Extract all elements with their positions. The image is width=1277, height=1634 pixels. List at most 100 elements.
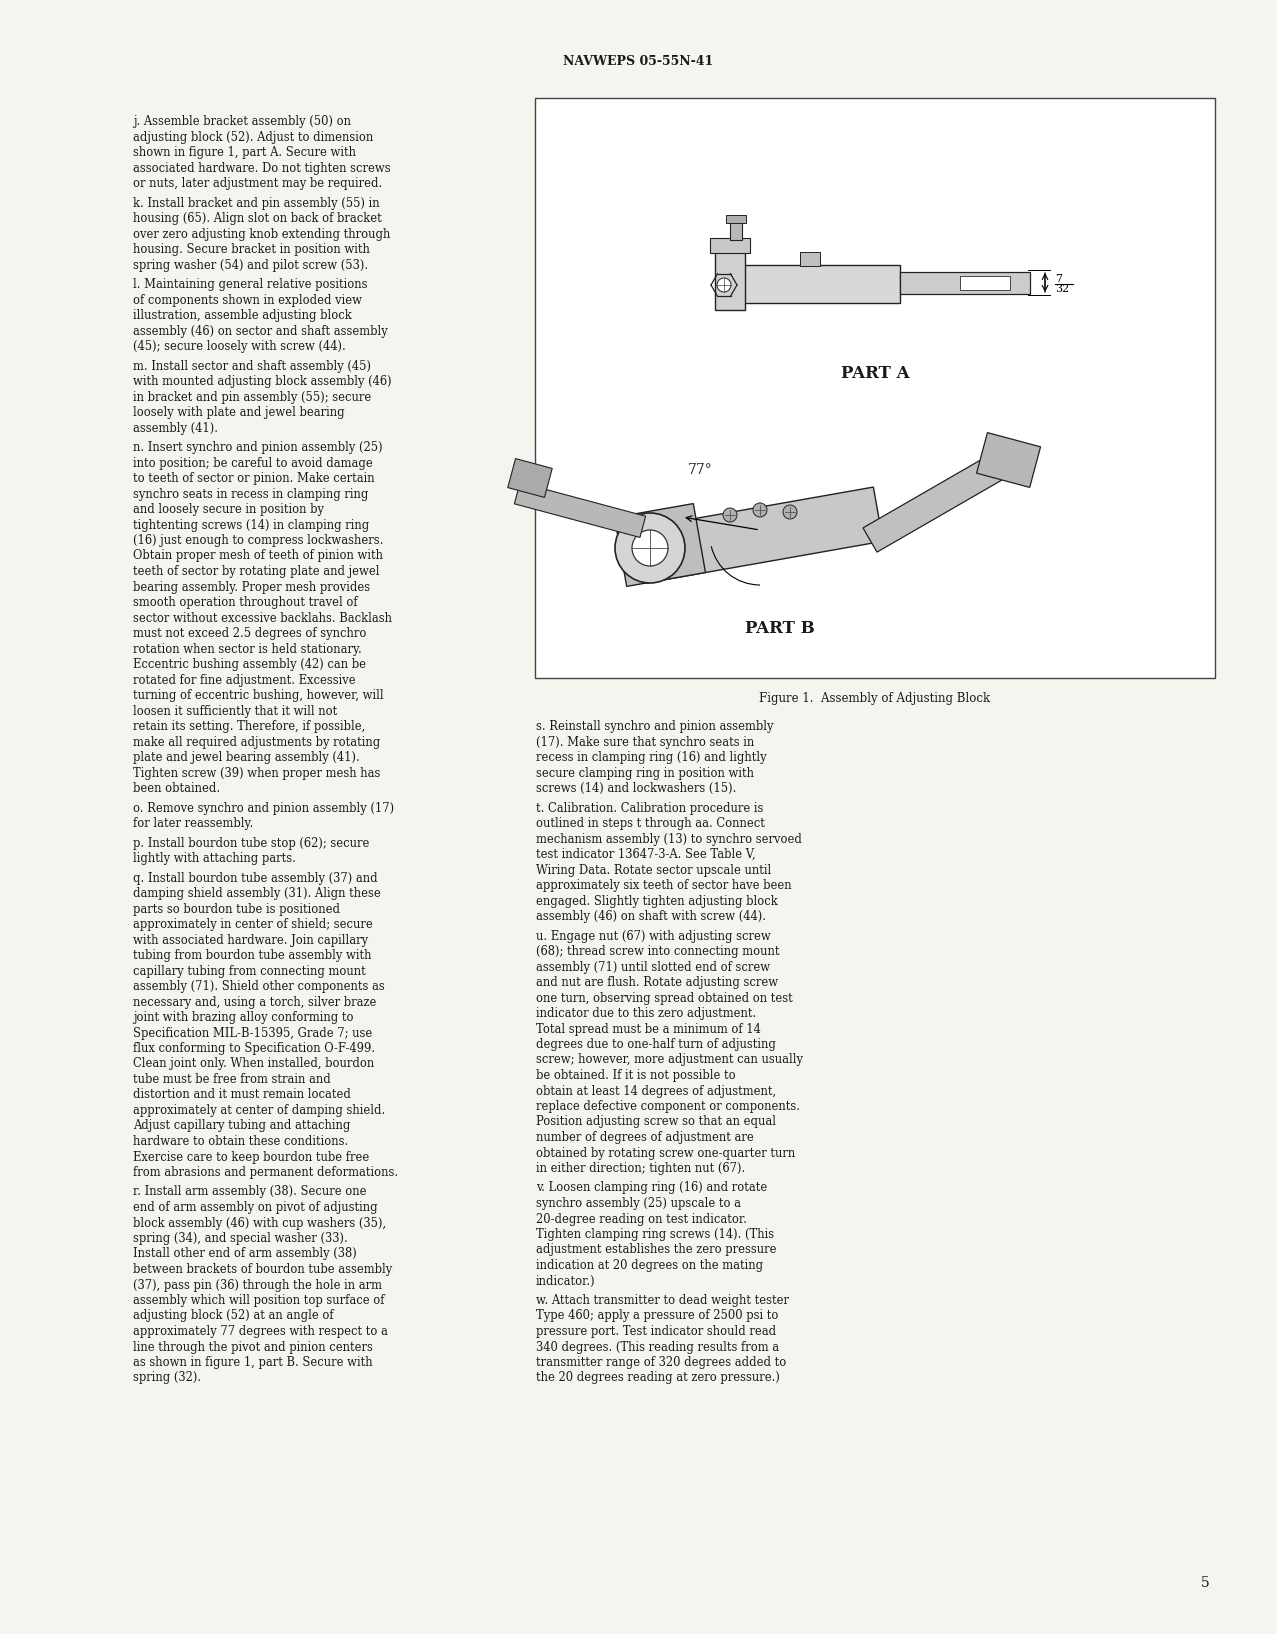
Bar	[715, 245, 744, 310]
Text: the 20 degrees reading at zero pressure.): the 20 degrees reading at zero pressure.…	[536, 1371, 780, 1384]
Text: Tighten clamping ring screws (14). (This: Tighten clamping ring screws (14). (This	[536, 1229, 774, 1240]
Text: 7: 7	[1055, 275, 1062, 284]
Bar	[535, 98, 1214, 678]
Circle shape	[753, 503, 767, 516]
Text: of components shown in exploded view: of components shown in exploded view	[133, 294, 361, 307]
Text: capillary tubing from connecting mount: capillary tubing from connecting mount	[133, 964, 365, 977]
Text: bearing assembly. Proper mesh provides: bearing assembly. Proper mesh provides	[133, 580, 370, 593]
Text: test indicator 13647-3-A. See Table V,: test indicator 13647-3-A. See Table V,	[536, 848, 756, 861]
Text: Clean joint only. When installed, bourdon: Clean joint only. When installed, bourdo…	[133, 1057, 374, 1070]
Text: shown in figure 1, part A. Secure with: shown in figure 1, part A. Secure with	[133, 145, 356, 158]
Text: to teeth of sector or pinion. Make certain: to teeth of sector or pinion. Make certa…	[133, 472, 374, 485]
Text: with associated hardware. Join capillary: with associated hardware. Join capillary	[133, 933, 368, 946]
Text: k. Install bracket and pin assembly (55) in: k. Install bracket and pin assembly (55)…	[133, 196, 379, 209]
Text: spring (32).: spring (32).	[133, 1371, 200, 1384]
Text: NAVWEPS 05-55N-41: NAVWEPS 05-55N-41	[563, 56, 713, 69]
Text: approximately 77 degrees with respect to a: approximately 77 degrees with respect to…	[133, 1325, 388, 1338]
Text: Install other end of arm assembly (38): Install other end of arm assembly (38)	[133, 1247, 356, 1260]
Text: housing (65). Align slot on back of bracket: housing (65). Align slot on back of brac…	[133, 212, 382, 225]
Text: (17). Make sure that synchro seats in: (17). Make sure that synchro seats in	[536, 735, 755, 748]
Text: j. Assemble bracket assembly (50) on: j. Assemble bracket assembly (50) on	[133, 114, 351, 127]
Bar	[900, 271, 1031, 294]
Text: hardware to obtain these conditions.: hardware to obtain these conditions.	[133, 1136, 349, 1149]
Text: tubing from bourdon tube assembly with: tubing from bourdon tube assembly with	[133, 949, 372, 962]
Text: loosely with plate and jewel bearing: loosely with plate and jewel bearing	[133, 405, 345, 418]
Circle shape	[723, 508, 737, 521]
Text: from abrasions and permanent deformations.: from abrasions and permanent deformation…	[133, 1167, 398, 1180]
Text: number of degrees of adjustment are: number of degrees of adjustment are	[536, 1131, 753, 1144]
Text: smooth operation throughout travel of: smooth operation throughout travel of	[133, 596, 358, 609]
Text: assembly (71). Shield other components as: assembly (71). Shield other components a…	[133, 980, 384, 993]
Text: degrees due to one-half turn of adjusting: degrees due to one-half turn of adjustin…	[536, 1038, 776, 1051]
Text: end of arm assembly on pivot of adjusting: end of arm assembly on pivot of adjustin…	[133, 1201, 378, 1214]
Polygon shape	[977, 433, 1041, 487]
Text: u. Engage nut (67) with adjusting screw: u. Engage nut (67) with adjusting screw	[536, 930, 771, 943]
Polygon shape	[863, 448, 1015, 552]
Text: mechanism assembly (13) to synchro servoed: mechanism assembly (13) to synchro servo…	[536, 832, 802, 845]
Text: and loosely secure in position by: and loosely secure in position by	[133, 503, 324, 516]
Text: (45); secure loosely with screw (44).: (45); secure loosely with screw (44).	[133, 340, 346, 353]
Text: transmitter range of 320 degrees added to: transmitter range of 320 degrees added t…	[536, 1356, 787, 1369]
Text: assembly (46) on shaft with screw (44).: assembly (46) on shaft with screw (44).	[536, 910, 766, 923]
Text: make all required adjustments by rotating: make all required adjustments by rotatin…	[133, 735, 381, 748]
Text: assembly (46) on sector and shaft assembly: assembly (46) on sector and shaft assemb…	[133, 325, 388, 338]
Text: Specification MIL-B-15395, Grade 7; use: Specification MIL-B-15395, Grade 7; use	[133, 1026, 373, 1039]
Text: tightenting screws (14) in clamping ring: tightenting screws (14) in clamping ring	[133, 518, 369, 531]
Text: recess in clamping ring (16) and lightly: recess in clamping ring (16) and lightly	[536, 752, 766, 765]
Text: damping shield assembly (31). Align these: damping shield assembly (31). Align thes…	[133, 887, 381, 900]
Text: w. Attach transmitter to dead weight tester: w. Attach transmitter to dead weight tes…	[536, 1294, 789, 1307]
Text: PART B: PART B	[744, 619, 815, 637]
Text: t. Calibration. Calibration procedure is: t. Calibration. Calibration procedure is	[536, 802, 764, 814]
Text: line through the pivot and pinion centers: line through the pivot and pinion center…	[133, 1340, 373, 1353]
Text: obtain at least 14 degrees of adjustment,: obtain at least 14 degrees of adjustment…	[536, 1085, 776, 1098]
Text: synchro seats in recess in clamping ring: synchro seats in recess in clamping ring	[133, 487, 368, 500]
Text: adjusting block (52) at an angle of: adjusting block (52) at an angle of	[133, 1309, 333, 1322]
Circle shape	[616, 513, 684, 583]
Text: Type 460; apply a pressure of 2500 psi to: Type 460; apply a pressure of 2500 psi t…	[536, 1309, 779, 1322]
Text: in either direction; tighten nut (67).: in either direction; tighten nut (67).	[536, 1162, 746, 1175]
Text: Wiring Data. Rotate sector upscale until: Wiring Data. Rotate sector upscale until	[536, 863, 771, 876]
Text: Total spread must be a minimum of 14: Total spread must be a minimum of 14	[536, 1023, 761, 1036]
Text: assembly (71) until slotted end of screw: assembly (71) until slotted end of screw	[536, 961, 770, 974]
Text: over zero adjusting knob extending through: over zero adjusting knob extending throu…	[133, 227, 391, 240]
Text: outlined in steps t through aa. Connect: outlined in steps t through aa. Connect	[536, 817, 765, 830]
Text: Position adjusting screw so that an equal: Position adjusting screw so that an equa…	[536, 1116, 776, 1129]
Polygon shape	[508, 459, 552, 497]
Text: or nuts, later adjustment may be required.: or nuts, later adjustment may be require…	[133, 176, 382, 190]
Text: spring washer (54) and pilot screw (53).: spring washer (54) and pilot screw (53).	[133, 258, 368, 271]
Text: obtained by rotating screw one-quarter turn: obtained by rotating screw one-quarter t…	[536, 1147, 796, 1160]
Text: replace defective component or components.: replace defective component or component…	[536, 1100, 799, 1113]
Text: (16) just enough to compress lockwashers.: (16) just enough to compress lockwashers…	[133, 534, 383, 547]
Text: approximately in center of shield; secure: approximately in center of shield; secur…	[133, 918, 373, 931]
Polygon shape	[614, 503, 705, 587]
Text: v. Loosen clamping ring (16) and rotate: v. Loosen clamping ring (16) and rotate	[536, 1181, 767, 1194]
Polygon shape	[637, 487, 882, 583]
Text: 5: 5	[1202, 1577, 1211, 1590]
Text: turning of eccentric bushing, however, will: turning of eccentric bushing, however, w…	[133, 690, 383, 703]
Text: flux conforming to Specification O-F-499.: flux conforming to Specification O-F-499…	[133, 1042, 375, 1056]
Text: PART A: PART A	[840, 364, 909, 382]
Text: must not exceed 2.5 degrees of synchro: must not exceed 2.5 degrees of synchro	[133, 627, 366, 641]
Text: 340 degrees. (This reading results from a: 340 degrees. (This reading results from …	[536, 1340, 779, 1353]
Text: parts so bourdon tube is positioned: parts so bourdon tube is positioned	[133, 902, 340, 915]
Text: o. Remove synchro and pinion assembly (17): o. Remove synchro and pinion assembly (1…	[133, 802, 395, 814]
Text: screws (14) and lockwashers (15).: screws (14) and lockwashers (15).	[536, 783, 737, 796]
Text: indication at 20 degrees on the mating: indication at 20 degrees on the mating	[536, 1260, 764, 1271]
Bar	[730, 221, 742, 240]
Text: between brackets of bourdon tube assembly: between brackets of bourdon tube assembl…	[133, 1263, 392, 1276]
Text: rotated for fine adjustment. Excessive: rotated for fine adjustment. Excessive	[133, 673, 355, 686]
Text: adjustment establishes the zero pressure: adjustment establishes the zero pressure	[536, 1243, 776, 1257]
Text: plate and jewel bearing assembly (41).: plate and jewel bearing assembly (41).	[133, 752, 360, 765]
Text: secure clamping ring in position with: secure clamping ring in position with	[536, 766, 753, 779]
Text: approximately at center of damping shield.: approximately at center of damping shiel…	[133, 1105, 386, 1118]
Bar	[739, 265, 900, 302]
Text: associated hardware. Do not tighten screws: associated hardware. Do not tighten scre…	[133, 162, 391, 175]
Text: retain its setting. Therefore, if possible,: retain its setting. Therefore, if possib…	[133, 721, 365, 734]
Text: approximately six teeth of sector have been: approximately six teeth of sector have b…	[536, 879, 792, 892]
Text: housing. Secure bracket in position with: housing. Secure bracket in position with	[133, 243, 370, 257]
Text: necessary and, using a torch, silver braze: necessary and, using a torch, silver bra…	[133, 995, 377, 1008]
Text: assembly which will position top surface of: assembly which will position top surface…	[133, 1294, 384, 1307]
Text: one turn, observing spread obtained on test: one turn, observing spread obtained on t…	[536, 992, 793, 1005]
Text: q. Install bourdon tube assembly (37) and: q. Install bourdon tube assembly (37) an…	[133, 871, 378, 884]
Text: block assembly (46) with cup washers (35),: block assembly (46) with cup washers (35…	[133, 1216, 386, 1229]
